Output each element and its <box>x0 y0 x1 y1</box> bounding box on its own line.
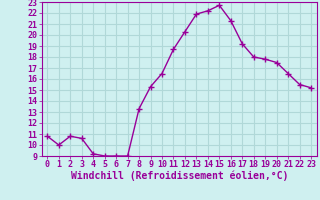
X-axis label: Windchill (Refroidissement éolien,°C): Windchill (Refroidissement éolien,°C) <box>70 171 288 181</box>
